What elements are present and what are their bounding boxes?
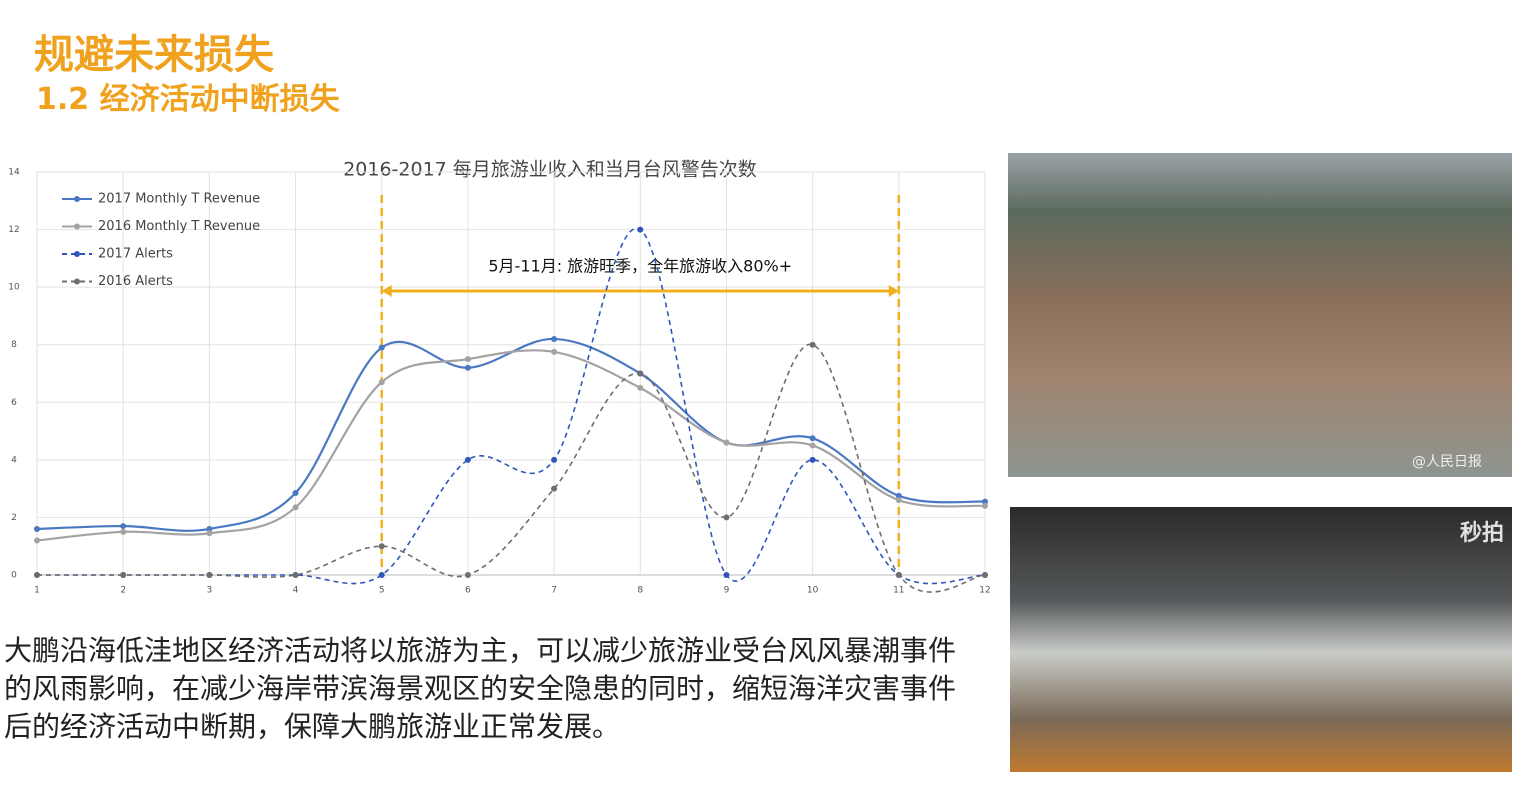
legend-label: 2016 Alerts	[98, 274, 173, 289]
legend-label: 2017 Monthly T Revenue	[98, 192, 260, 207]
data-point	[723, 514, 730, 521]
photo-storm: 秒拍	[1010, 507, 1512, 772]
data-point	[637, 384, 644, 391]
data-point	[378, 543, 385, 550]
y-tick-label: 4	[11, 455, 17, 465]
data-point	[637, 370, 644, 377]
data-point	[895, 497, 902, 504]
subtitle: 1.2 经济活动中断损失	[36, 82, 340, 117]
data-point	[120, 572, 127, 578]
series-line	[37, 343, 986, 593]
data-point	[292, 504, 299, 511]
data-point	[551, 348, 558, 355]
data-point	[723, 572, 730, 578]
image-caption: 秒拍	[1459, 521, 1504, 546]
x-tick-label: 3	[206, 586, 212, 596]
x-tick-label: 8	[637, 586, 643, 596]
x-tick-label: 5	[379, 586, 385, 596]
data-point	[378, 379, 385, 386]
legend-marker	[74, 196, 80, 202]
legend-marker	[74, 223, 80, 230]
legend-marker	[74, 251, 80, 257]
y-tick-label: 8	[11, 340, 17, 350]
data-point	[206, 572, 213, 578]
data-point	[206, 530, 213, 537]
data-point	[34, 537, 40, 544]
data-point	[464, 356, 471, 363]
data-point	[378, 344, 385, 351]
data-point	[723, 439, 730, 446]
data-point	[982, 502, 988, 509]
photo-beach: @人民日报	[1008, 153, 1512, 477]
paragraph: 大鹏沿海低洼地区经济活动将以旅游为主，可以减少旅游业受台风风暴潮事件的风雨影响，…	[4, 634, 957, 743]
x-tick-label: 2	[120, 586, 126, 596]
legend-label: 2017 Alerts	[98, 247, 173, 262]
y-tick-label: 6	[11, 398, 17, 408]
image-caption: @人民日报	[1412, 454, 1482, 470]
x-tick-label: 7	[551, 586, 557, 596]
data-point	[809, 435, 816, 442]
data-point	[809, 442, 816, 449]
y-tick-label: 12	[8, 225, 19, 235]
data-point	[895, 572, 902, 578]
x-tick-label: 4	[293, 586, 299, 596]
chart-title: 2016-2017 每月旅游业收入和当月台风警告次数	[343, 159, 757, 181]
x-tick-label: 12	[979, 586, 990, 596]
y-tick-label: 14	[8, 168, 20, 178]
legend-marker	[74, 278, 80, 285]
data-point	[809, 456, 816, 463]
data-point	[982, 498, 988, 505]
data-point	[464, 456, 471, 463]
data-point	[34, 572, 40, 578]
data-point	[551, 335, 558, 342]
data-point	[637, 226, 644, 233]
data-point	[120, 528, 127, 535]
y-tick-label: 0	[11, 571, 17, 581]
y-tick-label: 10	[8, 283, 20, 293]
arrow-head	[888, 285, 899, 297]
data-point	[895, 492, 902, 499]
x-tick-label: 6	[465, 586, 471, 596]
x-tick-label: 1	[34, 586, 40, 596]
series-line	[36, 349, 986, 542]
data-point	[292, 489, 299, 496]
data-point	[809, 341, 816, 348]
data-point	[292, 572, 299, 578]
data-point	[378, 572, 385, 578]
y-tick-label: 2	[11, 513, 17, 523]
data-point	[206, 525, 213, 532]
x-tick-label: 9	[724, 586, 730, 596]
data-point	[464, 572, 471, 578]
data-point	[982, 572, 988, 578]
title: 规避未来损失	[34, 32, 274, 78]
data-point	[464, 364, 471, 371]
arrow-head	[381, 285, 392, 297]
annotation-text: 5月-11月: 旅游旺季，全年旅游收入80%+	[488, 257, 792, 276]
data-point	[34, 525, 40, 532]
legend-label: 2016 Monthly T Revenue	[98, 219, 260, 234]
x-tick-label: 10	[807, 586, 819, 596]
data-point	[120, 523, 127, 530]
data-point	[551, 485, 558, 492]
data-point	[551, 456, 558, 463]
x-tick-label: 11	[893, 586, 904, 596]
series-line	[36, 337, 986, 532]
